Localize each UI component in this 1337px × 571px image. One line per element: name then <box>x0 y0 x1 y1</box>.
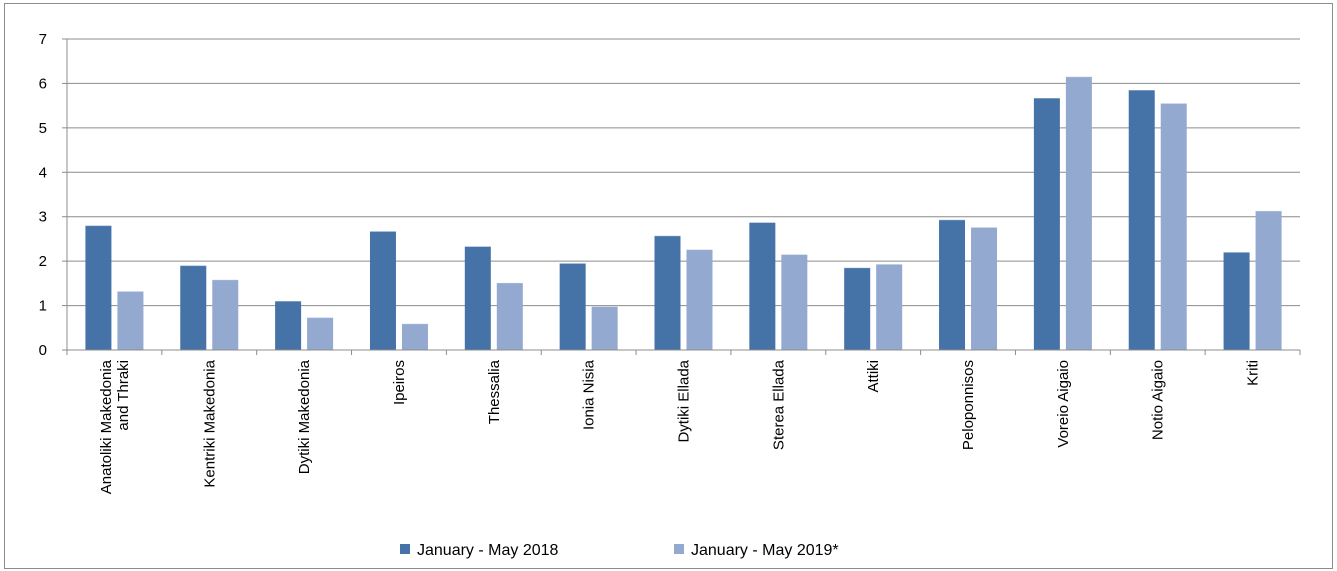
x-category-label: Notio Aigaio <box>1150 360 1167 440</box>
bar-2018-5 <box>559 263 586 350</box>
x-axis-category-labels: Anatoliki Makedonia and Thraki Kentriki Ma… <box>98 359 1262 494</box>
x-category-label: Ionia Nisia <box>581 359 598 430</box>
x-category-label: Ipeiros <box>391 360 408 405</box>
y-axis-tick-labels: 0 1 2 3 4 5 6 7 <box>39 31 47 359</box>
bar-2018-3 <box>369 231 396 350</box>
x-category-label: Voreio Aigaio <box>1055 360 1072 448</box>
y-tick-label: 4 <box>39 164 47 181</box>
x-category-label: Sterea Ellada <box>770 359 787 450</box>
x-category-label: Kentriki Makedonia <box>201 359 218 487</box>
x-category-label: Kriti <box>1245 360 1262 386</box>
x-category-label: Attiki <box>865 360 882 393</box>
bar-2019-11 <box>1160 103 1187 351</box>
bar-2018-10 <box>1033 98 1060 350</box>
bar-2018-11 <box>1128 90 1155 350</box>
y-tick-label: 7 <box>39 31 47 48</box>
bar-2019-3 <box>401 323 428 350</box>
gridlines <box>67 38 1300 307</box>
bar-2019-4 <box>496 282 523 350</box>
bar-2019-6 <box>686 249 713 350</box>
x-category-label: Dytiki Ellada <box>676 359 693 442</box>
axes <box>62 38 1301 355</box>
bar-2019-8 <box>876 264 903 350</box>
bar-2019-10 <box>1065 76 1092 350</box>
legend-swatch-2018 <box>400 544 410 554</box>
bar-2019-5 <box>591 306 618 350</box>
bar-2019-2 <box>307 317 334 350</box>
x-category-label: and Thraki <box>115 360 132 431</box>
y-tick-label: 6 <box>39 75 47 92</box>
y-tick-label: 5 <box>39 120 47 137</box>
bar-2019-9 <box>971 227 998 350</box>
legend: January - May 2018 January - May 2019* <box>400 542 839 559</box>
x-category-label: Anatoliki Makedonia <box>98 359 115 494</box>
x-category-label: Thessalia <box>486 359 503 424</box>
x-category-label: Dytiki Makedonia <box>296 359 313 474</box>
bar-2019-1 <box>212 279 239 350</box>
bar-2019-0 <box>117 291 144 350</box>
x-category-label: Peloponnisos <box>960 360 977 450</box>
bar-2018-7 <box>749 222 776 350</box>
bar-2019-12 <box>1255 210 1282 350</box>
y-tick-label: 0 <box>39 342 47 359</box>
bar-2018-6 <box>654 235 681 350</box>
bar-2018-12 <box>1223 252 1250 350</box>
bar-2019-7 <box>781 254 808 350</box>
y-tick-label: 1 <box>39 298 47 315</box>
bar-2018-2 <box>275 301 302 350</box>
y-tick-label: 3 <box>39 209 47 226</box>
bar-2018-8 <box>844 267 871 350</box>
legend-swatch-2019 <box>674 544 684 554</box>
y-tick-label: 2 <box>39 253 47 270</box>
bar-2018-0 <box>85 225 112 350</box>
bar-2018-9 <box>939 219 966 350</box>
bar-2018-1 <box>180 265 207 350</box>
bar-2018-4 <box>464 246 491 350</box>
legend-label-2018: January - May 2018 <box>417 542 559 559</box>
legend-label-2019: January - May 2019* <box>691 542 839 559</box>
bars <box>85 76 1282 351</box>
